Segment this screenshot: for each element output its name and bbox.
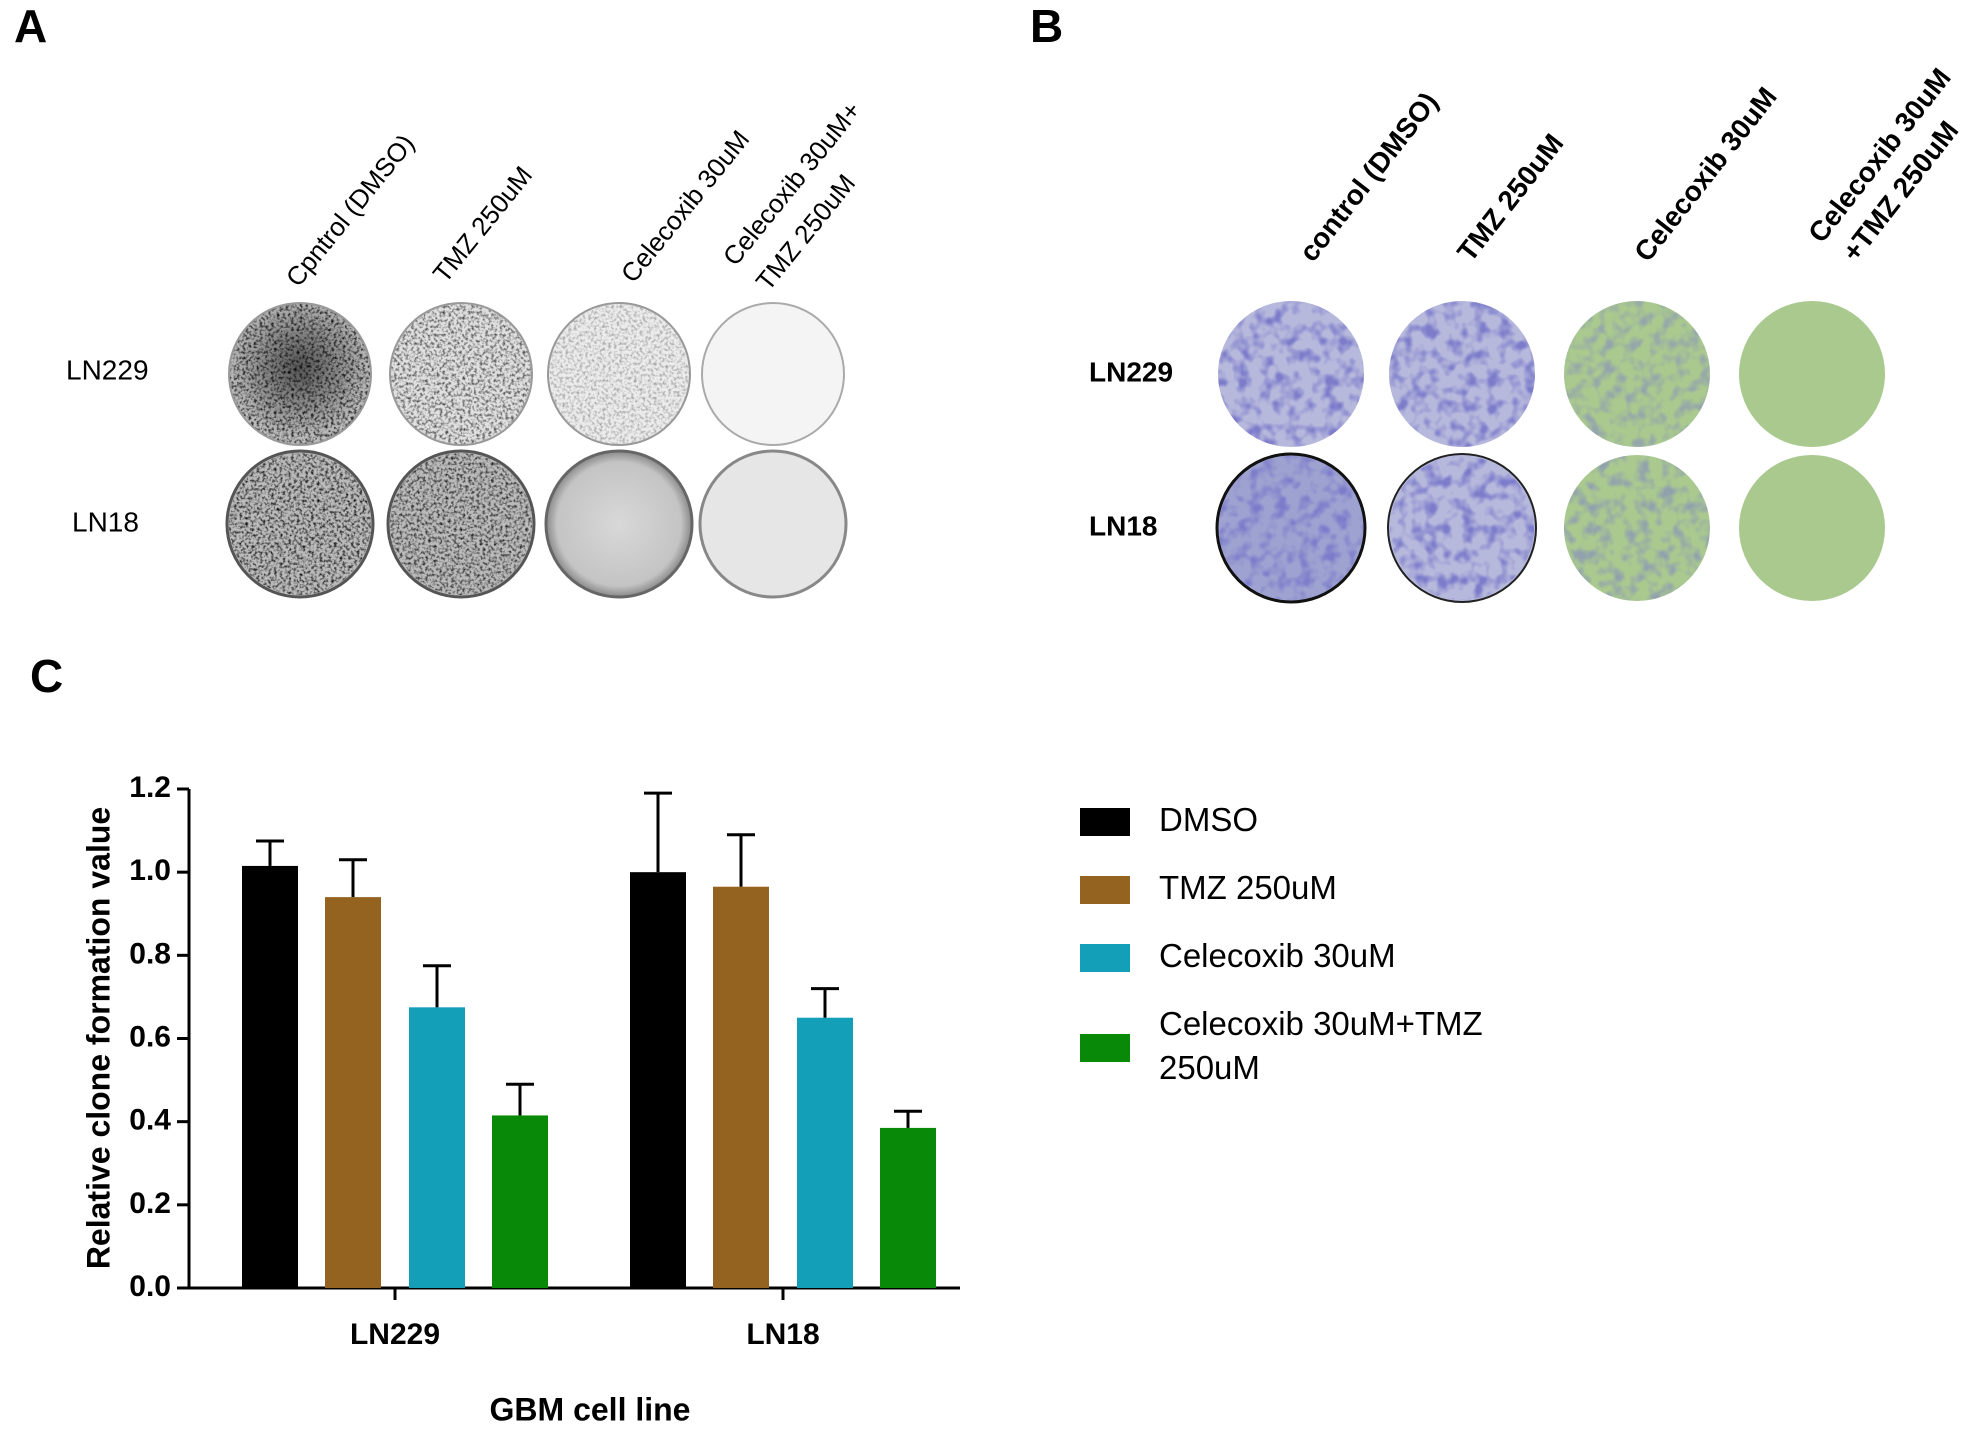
bar — [242, 865, 298, 1288]
dishes-a — [225, 302, 848, 599]
row-label: LN18 — [1089, 510, 1157, 541]
bar — [325, 897, 381, 1288]
dishes-b — [1215, 301, 1885, 604]
column-label: control (DMSO) — [1293, 86, 1444, 267]
column-label: Cpntrol (DMSO) — [280, 128, 421, 292]
bar — [880, 1127, 936, 1288]
row-label: LN18 — [72, 506, 139, 537]
y-tick-label: 1.0 — [129, 854, 171, 887]
legend-label: Celecoxib 30uM+TMZ 250uM — [1159, 1005, 1483, 1086]
column-label: TMZ 250uM — [427, 160, 539, 288]
legend-swatch — [1080, 808, 1130, 836]
y-tick-label: 0.0 — [129, 1270, 171, 1303]
row-label: LN229 — [1089, 356, 1173, 387]
x-axis-label: GBM cell line — [490, 1391, 691, 1427]
legend-label: DMSO — [1159, 801, 1258, 838]
bar — [409, 1007, 465, 1288]
legend-swatch — [1080, 876, 1130, 904]
legend-label: TMZ 250uM — [1159, 869, 1337, 906]
y-tick-label: 0.4 — [129, 1104, 171, 1137]
bar — [713, 886, 769, 1288]
y-tick-label: 0.6 — [129, 1020, 171, 1053]
y-tick-label: 1.2 — [129, 771, 171, 804]
row-label: LN229 — [66, 354, 149, 385]
column-label: TMZ 250uM — [1451, 128, 1569, 267]
y-tick-label: 0.2 — [129, 1187, 171, 1220]
y-tick-label: 0.8 — [129, 937, 171, 970]
bar-chart: 0.0 0.2 0.4 0.6 0.8 1.0 1.2 LN229 LN18 DMSO TMZ 25… — [129, 771, 1482, 1351]
x-tick-label: LN18 — [746, 1318, 819, 1351]
legend-swatch — [1080, 1034, 1130, 1062]
y-axis-label: Relative clone formation value — [80, 807, 116, 1269]
x-tick-label: LN229 — [350, 1318, 440, 1351]
legend-label: Celecoxib 30uM — [1159, 937, 1396, 974]
column-label: Celecoxib 30uM — [1628, 81, 1783, 267]
bar — [492, 1115, 548, 1288]
panel-label: C — [30, 650, 63, 702]
panel-label: B — [1030, 0, 1063, 52]
legend-swatch — [1080, 944, 1130, 972]
bar — [630, 872, 686, 1288]
panel-label: A — [14, 0, 47, 52]
bar — [797, 1017, 853, 1288]
